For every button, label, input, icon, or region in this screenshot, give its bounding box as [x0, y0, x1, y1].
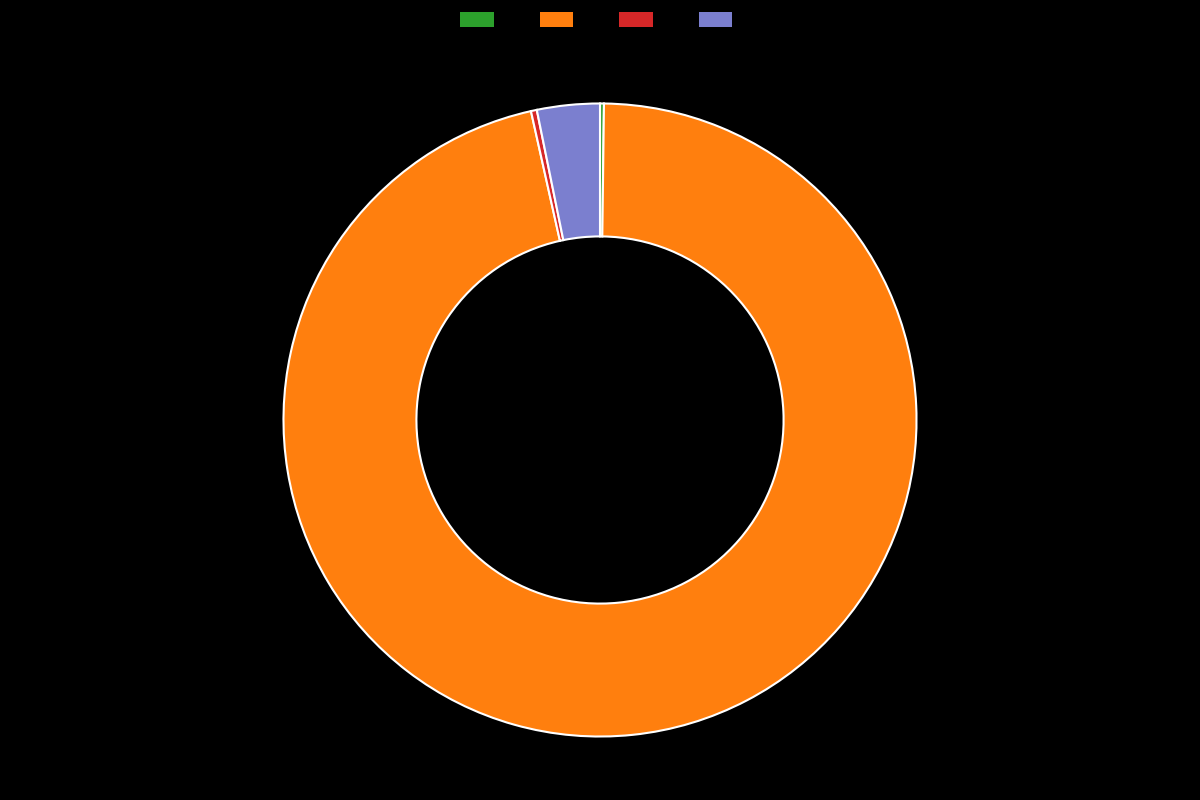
Legend: , , , : , , , [454, 6, 746, 34]
Wedge shape [600, 103, 604, 237]
Wedge shape [530, 110, 563, 241]
Wedge shape [283, 103, 917, 737]
Wedge shape [536, 103, 600, 240]
